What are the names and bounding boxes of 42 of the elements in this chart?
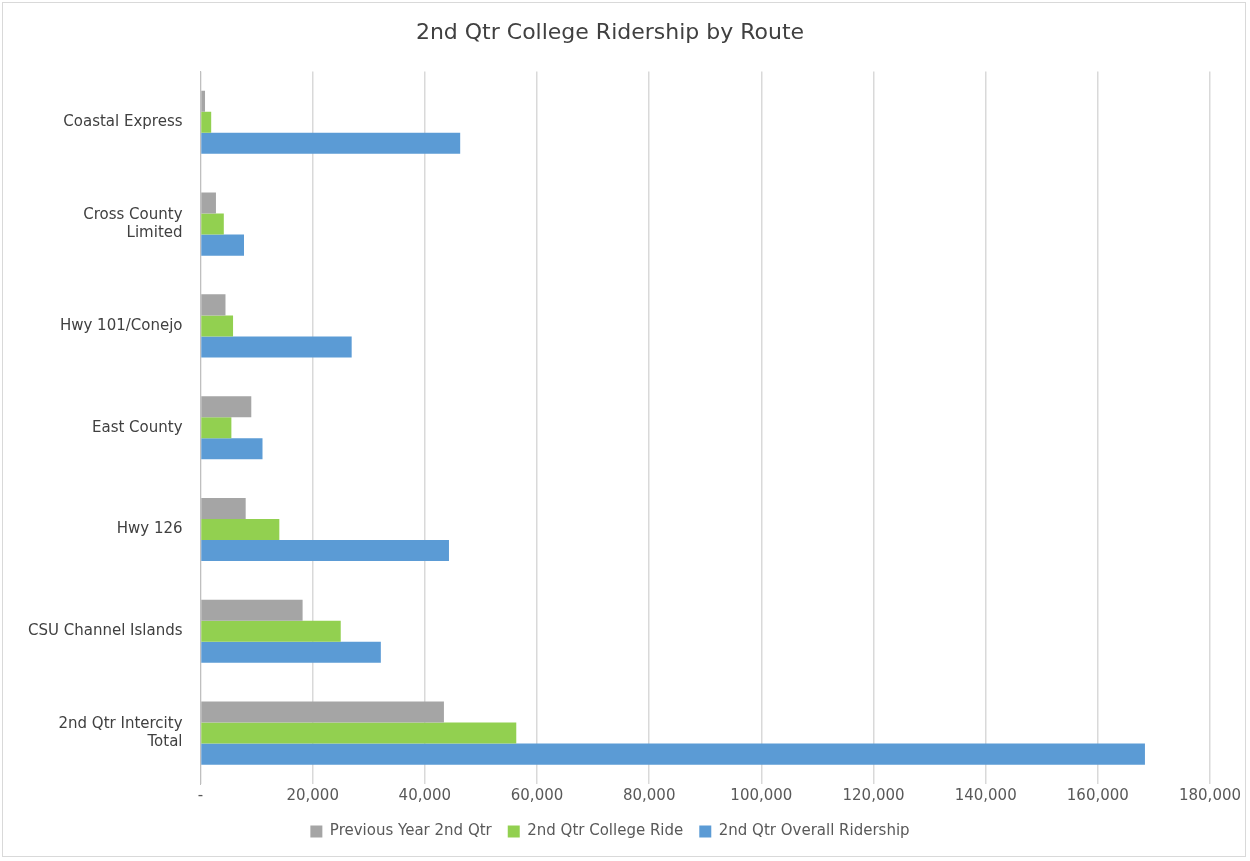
legend-label: Previous Year 2nd Qtr bbox=[329, 821, 493, 840]
bar bbox=[201, 438, 263, 460]
bar bbox=[201, 213, 224, 235]
bar bbox=[201, 540, 449, 562]
bar bbox=[201, 701, 444, 723]
y-tick-label: CSU Channel Islands bbox=[27, 621, 183, 640]
bar bbox=[201, 599, 303, 621]
bar bbox=[201, 294, 226, 316]
bar bbox=[201, 417, 232, 439]
bar bbox=[201, 336, 352, 358]
bar bbox=[201, 396, 252, 418]
x-tick-label: 160,000 bbox=[1066, 785, 1129, 804]
x-tick-label: 120,000 bbox=[842, 785, 905, 804]
x-tick-label: 60,000 bbox=[510, 785, 564, 804]
bar bbox=[201, 132, 461, 154]
bar bbox=[201, 192, 216, 214]
bar bbox=[201, 641, 381, 663]
x-tick-label: 80,000 bbox=[622, 785, 676, 804]
legend-label: 2nd Qtr College Ride bbox=[527, 821, 684, 840]
y-tick-label: Cross County Limited bbox=[83, 204, 183, 241]
bar bbox=[201, 722, 517, 744]
y-tick-label: East County bbox=[91, 417, 183, 436]
y-tick-label: Hwy 101/Conejo bbox=[59, 315, 183, 334]
x-tick-label: - bbox=[197, 785, 204, 804]
x-tick-label: 40,000 bbox=[398, 785, 452, 804]
bar bbox=[201, 620, 341, 642]
y-tick-label: Hwy 126 bbox=[116, 519, 183, 538]
bar bbox=[201, 90, 206, 112]
bar bbox=[201, 315, 234, 337]
bar bbox=[201, 234, 244, 256]
x-tick-label: 140,000 bbox=[954, 785, 1017, 804]
bar bbox=[201, 497, 246, 519]
chart-title: 2nd Qtr College Ridership by Route bbox=[415, 18, 805, 44]
bar bbox=[201, 743, 1145, 765]
x-tick-label: 180,000 bbox=[1178, 785, 1242, 804]
y-tick-label: Coastal Express bbox=[63, 112, 183, 131]
bar bbox=[201, 518, 280, 541]
legend-label: 2nd Qtr Overall Ridership bbox=[718, 821, 910, 840]
x-tick-label: 20,000 bbox=[286, 785, 339, 804]
y-tick-label: 2nd Qtr Intercity Total bbox=[58, 713, 183, 750]
bar bbox=[201, 111, 212, 133]
x-tick-label: 100,000 bbox=[730, 785, 793, 804]
